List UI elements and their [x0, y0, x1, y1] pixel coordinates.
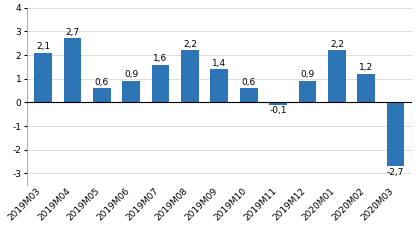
- Text: 1,4: 1,4: [212, 59, 226, 68]
- Bar: [210, 69, 228, 102]
- Bar: [93, 88, 111, 102]
- Bar: [269, 102, 287, 105]
- Bar: [181, 50, 199, 102]
- Bar: [64, 38, 81, 102]
- Text: 2,7: 2,7: [65, 28, 79, 37]
- Text: 0,9: 0,9: [300, 70, 314, 79]
- Bar: [240, 88, 258, 102]
- Text: -0,1: -0,1: [269, 106, 287, 115]
- Bar: [328, 50, 346, 102]
- Text: 0,6: 0,6: [94, 78, 109, 86]
- Text: 0,9: 0,9: [124, 70, 138, 79]
- Text: 1,2: 1,2: [359, 63, 373, 72]
- Text: -2,7: -2,7: [387, 168, 404, 177]
- Text: 2,1: 2,1: [36, 42, 50, 51]
- Bar: [34, 53, 52, 102]
- Text: 0,6: 0,6: [242, 78, 256, 86]
- Text: 2,2: 2,2: [330, 40, 344, 49]
- Bar: [299, 81, 316, 102]
- Bar: [122, 81, 140, 102]
- Text: 2,2: 2,2: [183, 40, 197, 49]
- Bar: [357, 74, 375, 102]
- Bar: [152, 64, 169, 102]
- Bar: [387, 102, 404, 166]
- Text: 1,6: 1,6: [154, 54, 168, 63]
